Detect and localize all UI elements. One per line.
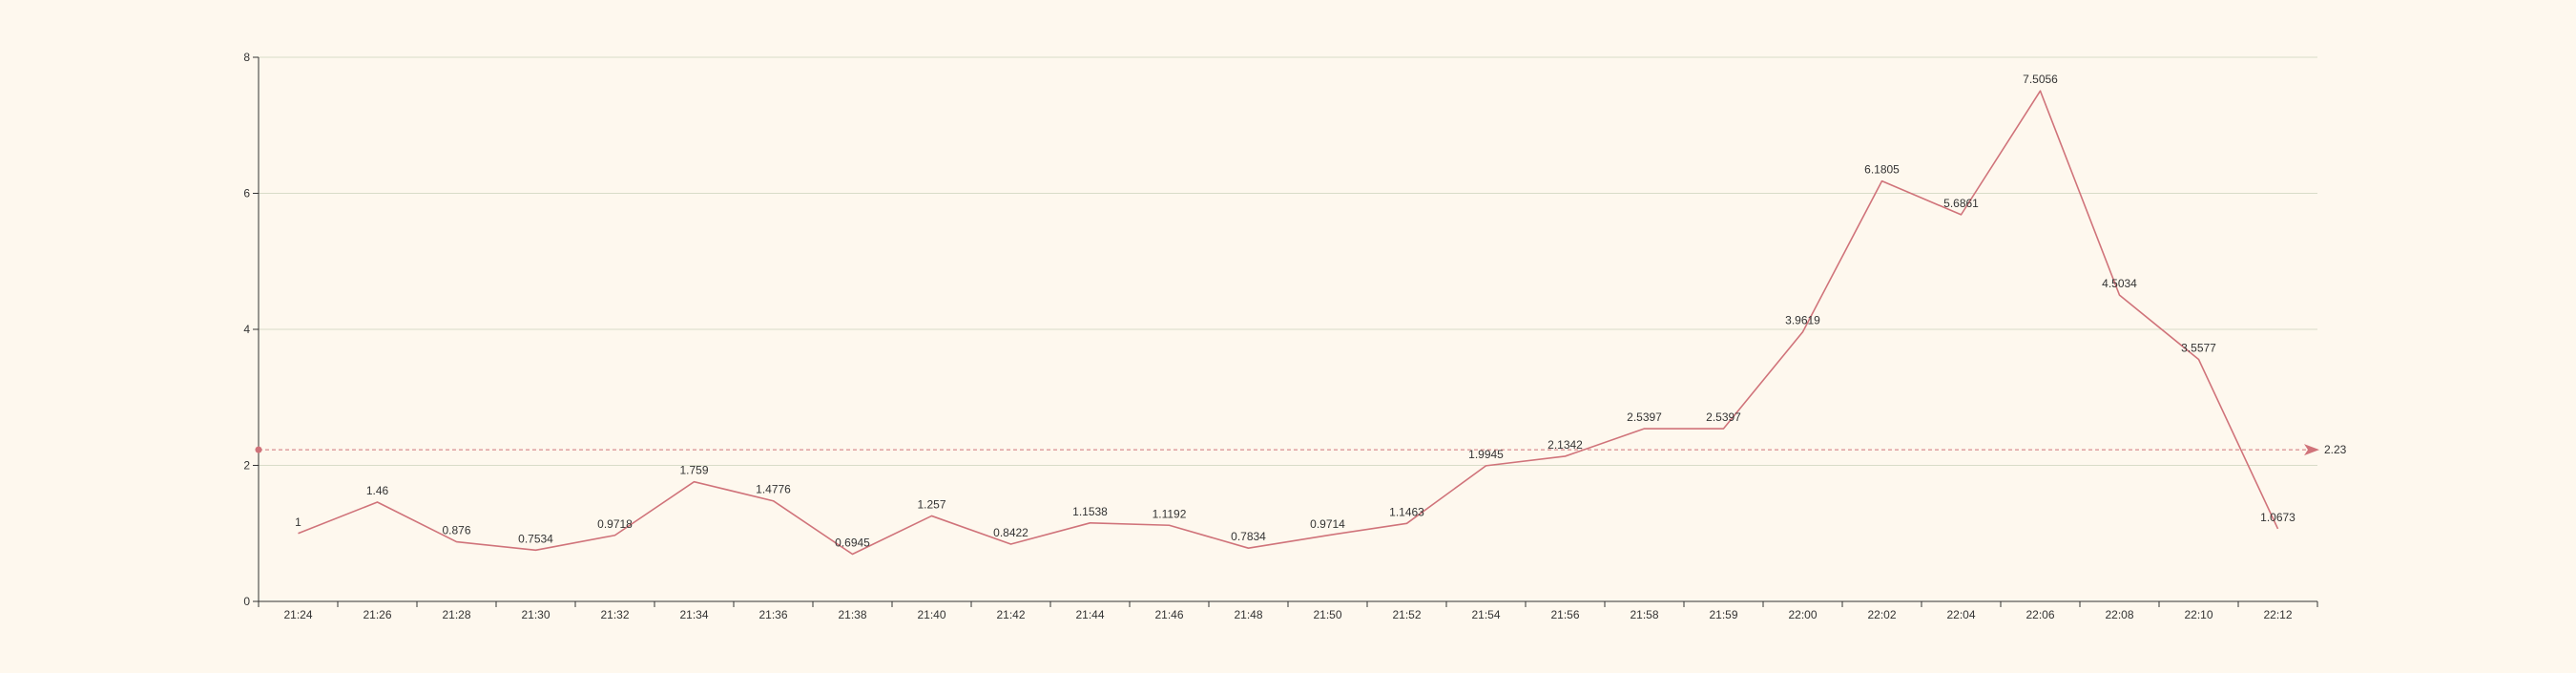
- data-label: 0.9714: [1310, 517, 1345, 531]
- data-label: 2.1342: [1548, 438, 1583, 452]
- data-label: 2.5397: [1627, 410, 1662, 424]
- x-tick-label: 21:52: [1392, 608, 1421, 621]
- x-tick-label: 21:32: [600, 608, 629, 621]
- axes: 0 2 4 6 8 21:24 21:26 21:28 21:30 21:32 21:34 21:36…: [243, 51, 2318, 621]
- data-point: [772, 499, 776, 503]
- x-tick-label: 22:08: [2105, 608, 2133, 621]
- data-label: 5.6861: [1943, 197, 1979, 210]
- data-label: 1.1192: [1153, 507, 1187, 520]
- data-point: [1168, 523, 1172, 527]
- data-point: [851, 553, 855, 557]
- data-point: [1880, 179, 1884, 183]
- x-tick-label: 21:28: [442, 608, 470, 621]
- data-point: [1801, 330, 1805, 334]
- y-tick-label: 2: [243, 459, 250, 473]
- data-point: [613, 534, 617, 537]
- data-point: [2197, 358, 2201, 362]
- y-tick-label: 4: [243, 323, 250, 336]
- average-mark-line: 2.23: [255, 443, 2347, 456]
- data-labels: 1 1.46 0.876 0.7534 0.9718 1.759 1.4776 0.6945 1…: [295, 73, 2296, 549]
- x-tick-label: 21:38: [838, 608, 866, 621]
- data-label: 4.5034: [2102, 277, 2137, 290]
- data-label: 2.5397: [1706, 410, 1741, 424]
- data-label: 6.1805: [1864, 163, 1900, 177]
- data-label: 1.257: [917, 497, 945, 511]
- x-tick-label: 21:54: [1471, 608, 1500, 621]
- data-label: 1.46: [366, 484, 389, 497]
- x-tick-label: 21:50: [1313, 608, 1341, 621]
- data-point: [930, 514, 934, 517]
- data-point: [1326, 534, 1330, 537]
- x-tick-label: 22:10: [2184, 608, 2212, 621]
- y-tick-label: 8: [243, 51, 250, 64]
- x-tick-label: 22:12: [2263, 608, 2292, 621]
- x-tick-label: 21:42: [996, 608, 1025, 621]
- data-point: [1485, 464, 1488, 468]
- data-label: 1.1538: [1072, 505, 1108, 518]
- data-point: [297, 532, 301, 536]
- data-point: [534, 548, 538, 552]
- x-tick-label: 22:02: [1867, 608, 1896, 621]
- data-label: 0.9718: [597, 517, 633, 531]
- x-tick-label: 21:44: [1075, 608, 1104, 621]
- mark-line-start-dot: [255, 446, 262, 453]
- series-polyline: [298, 90, 2279, 556]
- data-point: [2276, 527, 2280, 531]
- data-label: 1.0673: [2260, 511, 2296, 524]
- grid-lines: [259, 56, 2317, 466]
- data-label: 3.5577: [2181, 342, 2216, 355]
- data-label: 1.4776: [756, 483, 791, 496]
- data-label: 0.876: [442, 524, 470, 537]
- x-tick-label: 21:34: [679, 608, 708, 621]
- data-label: 0.7834: [1231, 530, 1266, 543]
- x-tick-label: 21:36: [758, 608, 787, 621]
- y-tick-label: 0: [243, 595, 250, 608]
- data-point: [455, 540, 459, 544]
- x-tick-label: 22:04: [1946, 608, 1975, 621]
- data-point: [1089, 521, 1092, 525]
- data-label: 1: [295, 515, 301, 529]
- x-tick-label: 22:00: [1788, 608, 1817, 621]
- x-tick-label: 21:30: [521, 608, 550, 621]
- y-tick-label: 6: [243, 187, 250, 200]
- x-tick-label: 21:59: [1709, 608, 1737, 621]
- data-point: [1643, 427, 1647, 431]
- x-tick-label: 21:46: [1154, 608, 1183, 621]
- x-tick-label: 21:56: [1550, 608, 1579, 621]
- data-label: 3.9619: [1785, 314, 1820, 327]
- data-point: [1960, 213, 1963, 217]
- data-point: [2118, 293, 2122, 297]
- mark-line-label: 2.23: [2324, 443, 2347, 456]
- x-tick-label: 22:06: [2025, 608, 2054, 621]
- data-label: 1.759: [679, 464, 708, 477]
- data-point: [1405, 521, 1409, 525]
- x-tick-label: 21:26: [363, 608, 391, 621]
- data-point: [1564, 454, 1568, 458]
- data-point: [376, 500, 380, 504]
- x-tick-label: 21:40: [917, 608, 945, 621]
- data-label: 0.8422: [993, 526, 1028, 539]
- x-tick-label: 21:58: [1630, 608, 1658, 621]
- data-label: 0.6945: [835, 536, 870, 550]
- data-point: [1009, 542, 1013, 546]
- data-point: [1247, 546, 1251, 550]
- x-tick-label: 21:24: [283, 608, 312, 621]
- mark-line-arrow: [2304, 444, 2319, 456]
- series-line: [297, 89, 2280, 557]
- data-point: [2039, 89, 2043, 93]
- x-tick-label: 21:48: [1234, 608, 1262, 621]
- data-label: 0.7534: [518, 532, 553, 545]
- data-label: 7.5056: [2023, 73, 2058, 86]
- data-label: 1.9945: [1468, 448, 1504, 461]
- data-point: [693, 480, 696, 484]
- data-point: [1722, 427, 1726, 431]
- data-label: 1.1463: [1389, 505, 1424, 518]
